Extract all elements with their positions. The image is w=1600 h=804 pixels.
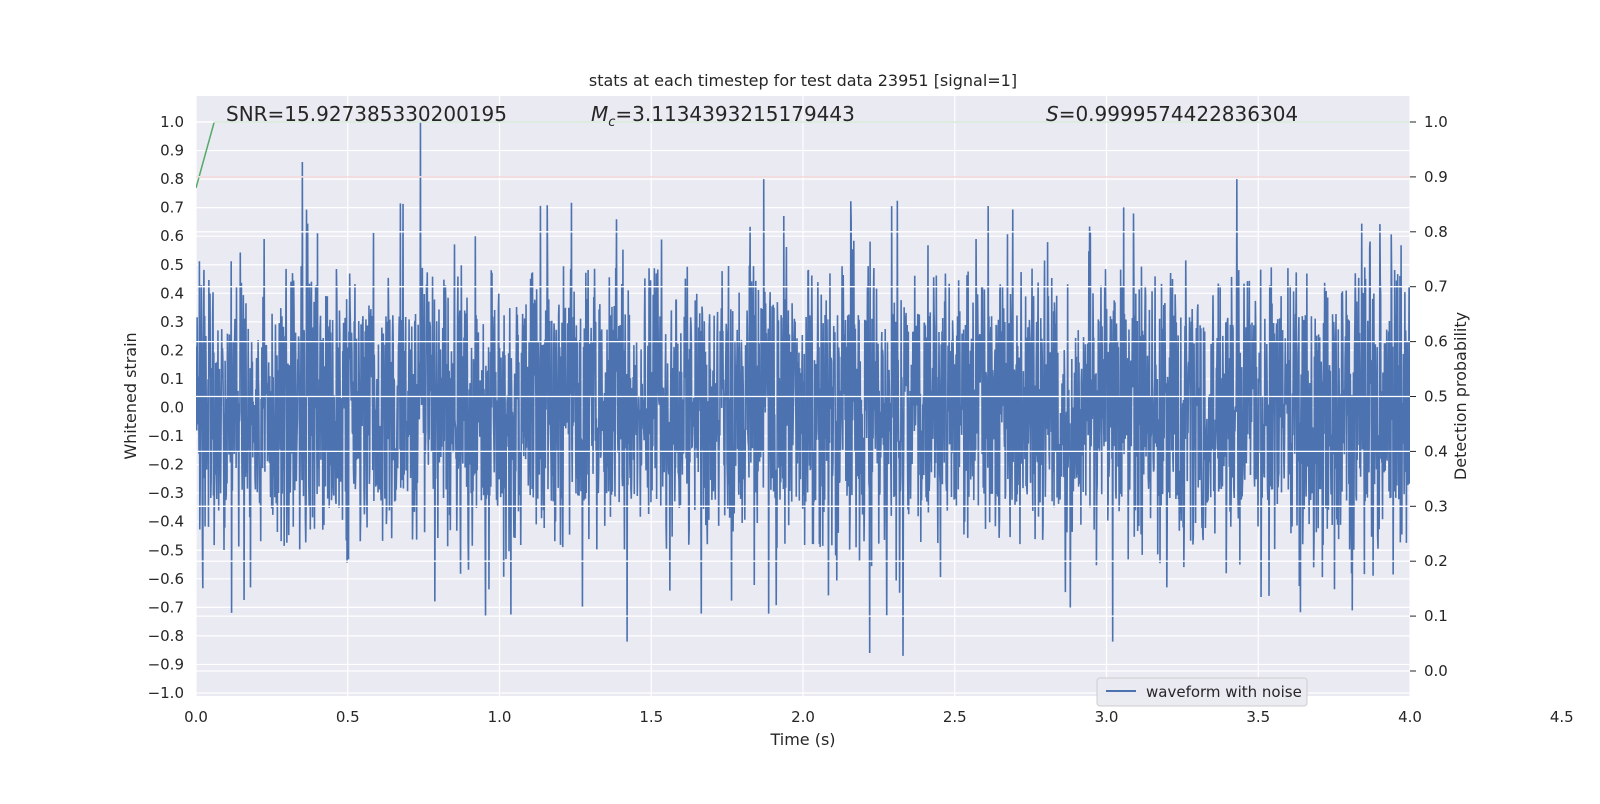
legend: waveform with noise <box>1096 677 1308 707</box>
y-tick-label: −0.9 <box>148 655 184 673</box>
y2-tick-label: 0.1 <box>1424 607 1448 625</box>
y-tick-label: −0.8 <box>148 627 184 645</box>
y2-tick-label: 0.8 <box>1424 223 1448 241</box>
y-tick-label: −0.4 <box>148 513 184 531</box>
y-tick-label: −0.6 <box>148 570 184 588</box>
grid-overlay <box>196 121 1410 672</box>
legend-label-waveform: waveform with noise <box>1146 683 1302 701</box>
chirp-mass-value: =3.1134393215179443 <box>615 102 854 126</box>
x-tick-label: 3.5 <box>1246 708 1270 726</box>
series-waveform-with-noise <box>196 121 1410 656</box>
x-tick-label: 3.0 <box>1095 708 1119 726</box>
score-value: =0.9999574422836304 <box>1059 102 1298 126</box>
y2-tick-label: 0.0 <box>1424 662 1448 680</box>
snr-annotation: SNR=15.927385330200195 <box>226 102 507 126</box>
y-tick-label: −0.5 <box>148 541 184 559</box>
legend-box <box>1096 677 1308 707</box>
y2-tick-label: 0.6 <box>1424 333 1448 351</box>
y2-axis-label: Detection probability <box>1451 312 1470 480</box>
x-tick-label: 1.5 <box>639 708 663 726</box>
x-tick-label: 4.0 <box>1398 708 1422 726</box>
y-tick-label: −0.3 <box>148 484 184 502</box>
y-tick-label: 0.1 <box>160 370 184 388</box>
y-tick-label: 0.6 <box>160 227 184 245</box>
y-tick-label: −0.7 <box>148 598 184 616</box>
score-symbol: S <box>1046 102 1059 126</box>
chirp-mass-annotation: Mc=3.1134393215179443 <box>591 102 855 130</box>
y-tick-label: 0.0 <box>160 399 184 417</box>
y2-tick-label: 0.7 <box>1424 278 1448 296</box>
y-tick-label: 0.5 <box>160 256 184 274</box>
plot-content <box>196 121 1410 672</box>
x-tick-label: 0.5 <box>336 708 360 726</box>
y-tick-label: 0.3 <box>160 313 184 331</box>
y-tick-label: −0.1 <box>148 427 184 445</box>
y2-tick-label: 1.0 <box>1424 113 1448 131</box>
y-tick-label: −1.0 <box>148 684 184 702</box>
y2-tick-label: 0.9 <box>1424 168 1448 186</box>
y2-tick-label: 0.3 <box>1424 497 1448 515</box>
y2-tick-label: 0.2 <box>1424 552 1448 570</box>
x-tick-label: 2.5 <box>943 708 967 726</box>
x-tick-label: 4.5 <box>1550 708 1574 726</box>
y2-tick-label: 0.5 <box>1424 388 1448 406</box>
x-axis-ticks: 0.00.51.01.52.02.53.03.54.04.55.05.56.06… <box>184 708 1574 726</box>
score-annotation: S=0.9999574422836304 <box>1046 102 1298 126</box>
y-tick-label: 0.4 <box>160 284 184 302</box>
y-tick-label: 0.9 <box>160 142 184 160</box>
x-tick-label: 0.0 <box>184 708 208 726</box>
y2-axis-ticks: 1.0 0.9 0.8 0.7 0.6 0.5 0.4 0.3 0.2 0.1 0.0 <box>1410 113 1448 680</box>
chirp-mass-subscript: c <box>608 115 615 130</box>
y-tick-label: 0.8 <box>160 170 184 188</box>
x-axis-label: Time (s) <box>769 730 835 749</box>
chart-title: stats at each timestep for test data 239… <box>589 71 1017 90</box>
y2-tick-label: 0.4 <box>1424 442 1448 460</box>
y-tick-label: 1.0 <box>160 113 184 131</box>
chirp-mass-symbol: M <box>591 102 608 126</box>
y-tick-label: −0.2 <box>148 456 184 474</box>
x-tick-label: 2.0 <box>791 708 815 726</box>
y-axis-label: Whitened strain <box>121 332 140 459</box>
x-tick-label: 1.0 <box>488 708 512 726</box>
y-axis-ticks: 1.0 0.9 0.8 0.7 0.6 0.5 0.4 0.3 0.2 0.1 0.0 −0.1 −0.… <box>148 113 184 702</box>
y-tick-label: 0.7 <box>160 199 184 217</box>
y-tick-label: 0.2 <box>160 341 184 359</box>
